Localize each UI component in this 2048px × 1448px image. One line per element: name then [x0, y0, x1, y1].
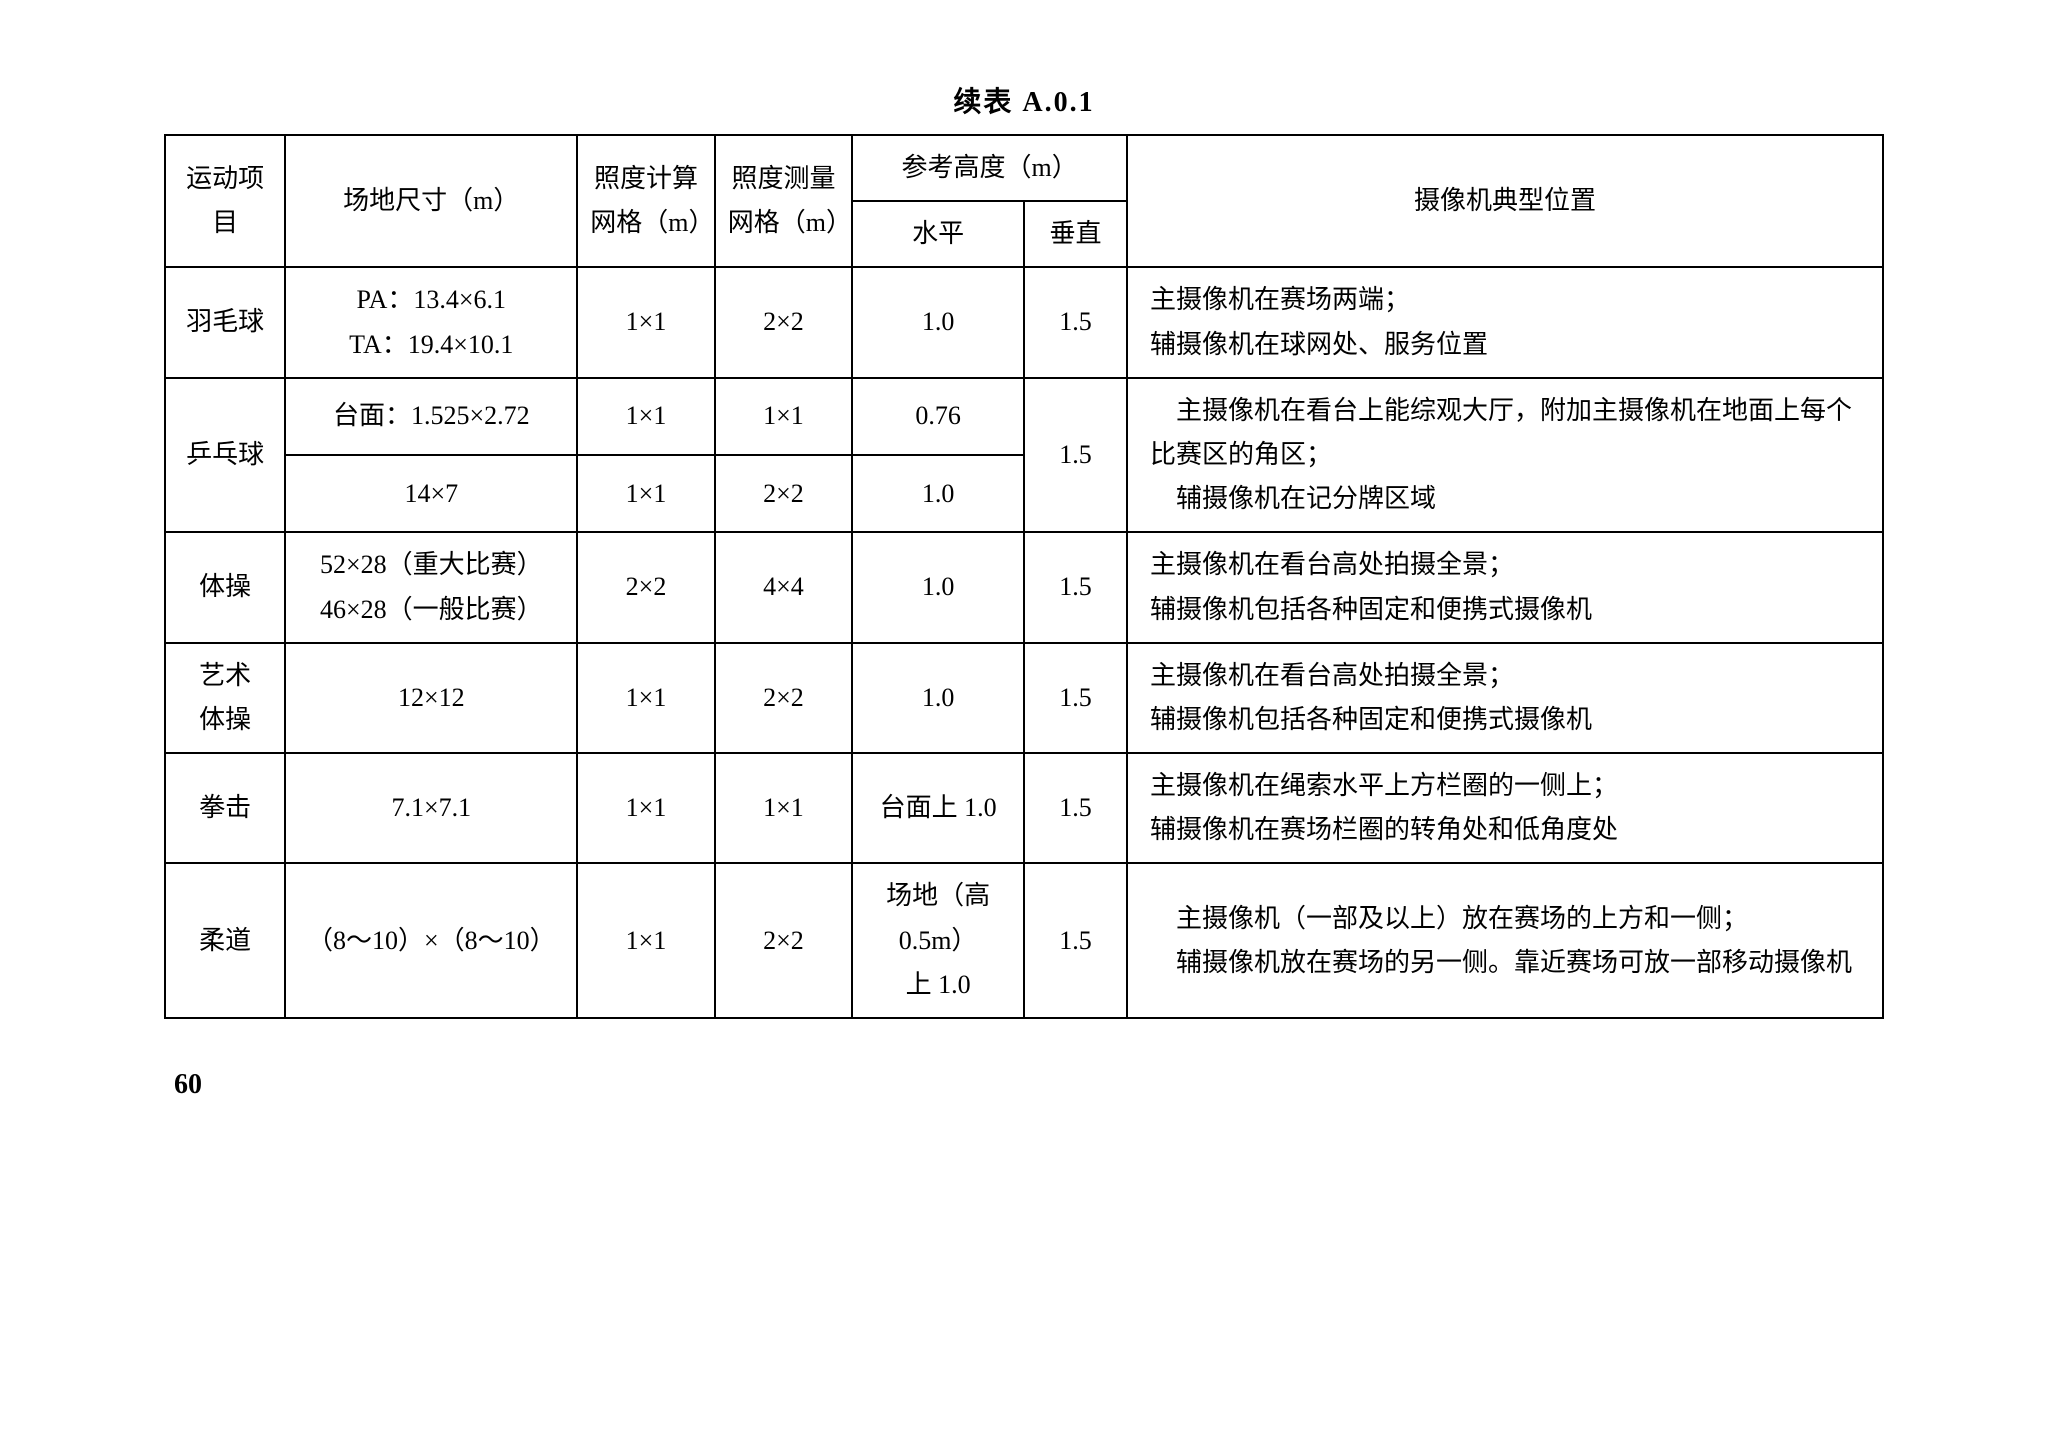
- header-field-size: 场地尺寸（m）: [285, 135, 577, 267]
- cell-sport: 体操: [165, 532, 285, 642]
- cell-horiz: 1.0: [852, 455, 1024, 532]
- cell-camera: 主摄像机在看台高处拍摄全景； 辅摄像机包括各种固定和便携式摄像机: [1127, 643, 1883, 753]
- cell-camera: 主摄像机在看台上能综观大厅，附加主摄像机在地面上每个比赛区的角区； 辅摄像机在记…: [1127, 378, 1883, 533]
- camera-line1: 主摄像机在看台高处拍摄全景；: [1150, 654, 1870, 698]
- cell-calc: 1×1: [577, 378, 714, 455]
- cell-size: 52×28（重大比赛） 46×28（一般比赛）: [285, 532, 577, 642]
- cell-vert: 1.5: [1024, 863, 1127, 1018]
- cell-meas: 2×2: [715, 267, 852, 377]
- cell-size: 7.1×7.1: [285, 753, 577, 863]
- camera-line1: 主摄像机（一部及以上）放在赛场的上方和一侧；: [1150, 897, 1870, 941]
- header-ref-horiz: 水平: [852, 201, 1024, 267]
- header-sport: 运动项目: [165, 135, 285, 267]
- cell-calc: 1×1: [577, 643, 714, 753]
- cell-calc: 2×2: [577, 532, 714, 642]
- cell-size: （8～10）×（8～10）: [285, 863, 577, 1018]
- cell-meas: 1×1: [715, 753, 852, 863]
- camera-line1: 主摄像机在看台高处拍摄全景；: [1150, 543, 1870, 587]
- row-badminton: 羽毛球 PA：13.4×6.1 TA：19.4×10.1 1×1 2×2 1.0…: [165, 267, 1883, 377]
- cell-horiz: 0.76: [852, 378, 1024, 455]
- cell-size-line2: 46×28（一般比赛）: [298, 588, 564, 632]
- cell-meas: 2×2: [715, 455, 852, 532]
- camera-line2: 辅摄像机在记分牌区域: [1150, 477, 1870, 521]
- cell-horiz: 场地（高 0.5m） 上 1.0: [852, 863, 1024, 1018]
- cell-calc: 1×1: [577, 753, 714, 863]
- row-gymnastics: 体操 52×28（重大比赛） 46×28（一般比赛） 2×2 4×4 1.0 1…: [165, 532, 1883, 642]
- camera-line2: 辅摄像机在球网处、服务位置: [1150, 323, 1870, 367]
- cell-horiz: 台面上 1.0: [852, 753, 1024, 863]
- table-caption: 续表 A.0.1: [164, 80, 1884, 120]
- cell-camera: 主摄像机在看台高处拍摄全景； 辅摄像机包括各种固定和便携式摄像机: [1127, 532, 1883, 642]
- header-ref-vert: 垂直: [1024, 201, 1127, 267]
- camera-line1: 主摄像机在赛场两端；: [1150, 278, 1870, 322]
- cell-sport: 乒乓球: [165, 378, 285, 533]
- cell-size: 12×12: [285, 643, 577, 753]
- cell-size-line1: PA：13.4×6.1: [298, 278, 564, 322]
- cell-horiz: 1.0: [852, 267, 1024, 377]
- row-boxing: 拳击 7.1×7.1 1×1 1×1 台面上 1.0 1.5 主摄像机在绳索水平…: [165, 753, 1883, 863]
- cell-camera: 主摄像机在绳索水平上方栏圈的一侧上； 辅摄像机在赛场栏圈的转角处和低角度处: [1127, 753, 1883, 863]
- cell-horiz: 1.0: [852, 643, 1024, 753]
- cell-size: 台面：1.525×2.72: [285, 378, 577, 455]
- sport-line1: 艺术: [178, 654, 272, 698]
- cell-vert: 1.5: [1024, 532, 1127, 642]
- row-judo: 柔道 （8～10）×（8～10） 1×1 2×2 场地（高 0.5m） 上 1.…: [165, 863, 1883, 1018]
- horiz-line2: 0.5m）: [865, 919, 1011, 963]
- horiz-line3: 上 1.0: [865, 963, 1011, 1007]
- header-row-1: 运动项目 场地尺寸（m） 照度计算网格（m） 照度测量网格（m） 参考高度（m）…: [165, 135, 1883, 201]
- cell-camera: 主摄像机在赛场两端； 辅摄像机在球网处、服务位置: [1127, 267, 1883, 377]
- header-meas-grid: 照度测量网格（m）: [715, 135, 852, 267]
- cell-meas: 2×2: [715, 643, 852, 753]
- cell-sport: 艺术 体操: [165, 643, 285, 753]
- page-number: 60: [174, 1069, 1884, 1101]
- cell-vert: 1.5: [1024, 378, 1127, 533]
- cell-calc: 1×1: [577, 455, 714, 532]
- cell-camera: 主摄像机（一部及以上）放在赛场的上方和一侧； 辅摄像机放在赛场的另一侧。靠近赛场…: [1127, 863, 1883, 1018]
- cell-size: 14×7: [285, 455, 577, 532]
- row-tabletennis-a: 乒乓球 台面：1.525×2.72 1×1 1×1 0.76 1.5 主摄像机在…: [165, 378, 1883, 455]
- cell-sport: 拳击: [165, 753, 285, 863]
- header-sport-text: 运动项目: [178, 157, 272, 245]
- camera-line2: 辅摄像机包括各种固定和便携式摄像机: [1150, 698, 1870, 742]
- cell-size-line2: TA：19.4×10.1: [298, 323, 564, 367]
- cell-calc: 1×1: [577, 863, 714, 1018]
- row-rhythmic: 艺术 体操 12×12 1×1 2×2 1.0 1.5 主摄像机在看台高处拍摄全…: [165, 643, 1883, 753]
- cell-meas: 4×4: [715, 532, 852, 642]
- cell-sport: 柔道: [165, 863, 285, 1018]
- camera-line1: 主摄像机在看台上能综观大厅，附加主摄像机在地面上每个比赛区的角区；: [1150, 389, 1870, 477]
- cell-vert: 1.5: [1024, 643, 1127, 753]
- sport-line2: 体操: [178, 698, 272, 742]
- camera-line2: 辅摄像机在赛场栏圈的转角处和低角度处: [1150, 808, 1870, 852]
- cell-size: PA：13.4×6.1 TA：19.4×10.1: [285, 267, 577, 377]
- cell-calc: 1×1: [577, 267, 714, 377]
- cell-horiz: 1.0: [852, 532, 1024, 642]
- cell-vert: 1.5: [1024, 753, 1127, 863]
- camera-line1: 主摄像机在绳索水平上方栏圈的一侧上；: [1150, 764, 1870, 808]
- cell-size-line1: 52×28（重大比赛）: [298, 543, 564, 587]
- cell-meas: 1×1: [715, 378, 852, 455]
- header-ref-height: 参考高度（m）: [852, 135, 1127, 201]
- cell-vert: 1.5: [1024, 267, 1127, 377]
- horiz-line1: 场地（高: [865, 874, 1011, 918]
- camera-line2: 辅摄像机包括各种固定和便携式摄像机: [1150, 588, 1870, 632]
- camera-line2: 辅摄像机放在赛场的另一侧。靠近赛场可放一部移动摄像机: [1150, 941, 1870, 985]
- header-calc-grid: 照度计算网格（m）: [577, 135, 714, 267]
- cell-sport: 羽毛球: [165, 267, 285, 377]
- cell-meas: 2×2: [715, 863, 852, 1018]
- header-camera: 摄像机典型位置: [1127, 135, 1883, 267]
- spec-table: 运动项目 场地尺寸（m） 照度计算网格（m） 照度测量网格（m） 参考高度（m）…: [164, 134, 1884, 1019]
